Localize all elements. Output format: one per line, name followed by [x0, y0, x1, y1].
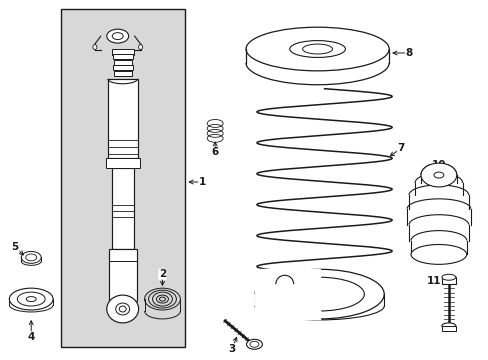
Text: 6: 6: [211, 147, 218, 157]
Bar: [108, 249, 136, 301]
Bar: [441, 326, 455, 331]
Text: 11: 11: [426, 276, 440, 286]
Ellipse shape: [246, 339, 262, 349]
Bar: [114, 71, 131, 76]
Bar: [441, 277, 455, 284]
Ellipse shape: [302, 44, 332, 54]
Bar: [105, 158, 139, 168]
Bar: [113, 54, 132, 59]
Text: 2: 2: [159, 269, 166, 279]
Ellipse shape: [289, 41, 345, 58]
Ellipse shape: [26, 297, 36, 302]
Bar: [112, 49, 133, 55]
Ellipse shape: [21, 251, 41, 264]
Text: 7: 7: [397, 143, 404, 153]
Text: 8: 8: [405, 48, 412, 58]
Ellipse shape: [441, 323, 455, 329]
Bar: [113, 66, 132, 70]
Ellipse shape: [249, 341, 259, 347]
Ellipse shape: [138, 45, 142, 50]
Ellipse shape: [420, 163, 456, 187]
Ellipse shape: [17, 292, 45, 306]
Text: 5: 5: [12, 243, 19, 252]
Ellipse shape: [433, 172, 443, 178]
Text: 10: 10: [431, 160, 445, 170]
Ellipse shape: [112, 33, 123, 40]
Text: 4: 4: [27, 332, 35, 342]
Ellipse shape: [93, 45, 97, 50]
Ellipse shape: [119, 306, 126, 312]
Ellipse shape: [254, 269, 384, 319]
Text: 9: 9: [254, 294, 261, 304]
Ellipse shape: [26, 254, 37, 261]
Ellipse shape: [245, 27, 388, 71]
Ellipse shape: [410, 244, 466, 264]
Bar: [112, 168, 133, 249]
Bar: [114, 60, 131, 65]
Bar: [107, 79, 137, 158]
Text: 3: 3: [228, 344, 235, 354]
Text: 1: 1: [198, 177, 205, 187]
Ellipse shape: [106, 29, 128, 43]
Bar: [254, 269, 319, 319]
Ellipse shape: [441, 274, 455, 280]
Bar: [61, 9, 185, 347]
Ellipse shape: [106, 295, 138, 323]
Ellipse shape: [9, 288, 53, 310]
Ellipse shape: [274, 277, 364, 311]
Ellipse shape: [116, 303, 129, 315]
